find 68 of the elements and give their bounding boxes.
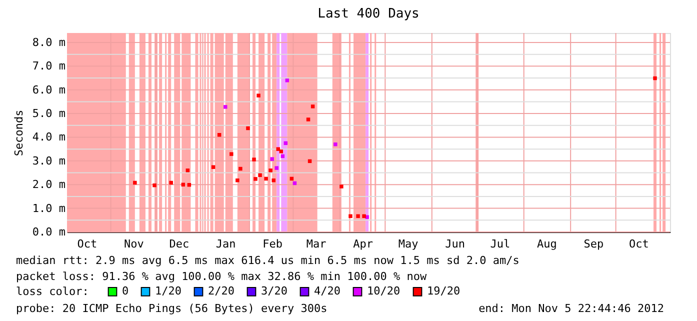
x-tick-label: Jun	[445, 238, 465, 250]
x-tick-label: Oct	[628, 238, 649, 250]
text: probe: 20 ICMP Echo Pings (56 Bytes) every 300s	[16, 302, 328, 315]
y-tick-label: 1.0 m	[32, 202, 66, 215]
text: median rtt: 2.9 ms avg 6.5 ms max 616.4 us min 6.5 ms now 1.5 ms sd 2.0 am/s	[16, 254, 520, 267]
x-tick-label: Aug	[537, 238, 557, 250]
x-tick-label: Feb	[262, 238, 283, 250]
point	[285, 78, 290, 82]
y-tick-label: 3.0 m	[32, 154, 66, 168]
point	[230, 152, 234, 156]
y-tick-label: 0.0 m	[32, 226, 66, 238]
y-axis-title: Seconds	[12, 110, 26, 156]
point	[356, 214, 360, 218]
x-tick-label: Oct	[77, 238, 98, 250]
point	[186, 168, 190, 172]
point	[133, 180, 137, 185]
text: packet loss: 91.36 % avg 100.00 % max 32.86 % min 100.00 % now	[16, 270, 427, 283]
x-tick-label: Dec	[169, 238, 190, 250]
point	[169, 180, 173, 185]
point	[246, 126, 250, 130]
x-tick-label: Apr	[353, 238, 374, 250]
point	[223, 105, 228, 109]
point	[272, 178, 276, 182]
legend-label: 2/20	[208, 284, 234, 298]
legend-label: 0	[122, 284, 129, 298]
x-tick-label: May	[398, 238, 419, 250]
point	[274, 166, 278, 170]
point	[348, 214, 352, 218]
y-tick-label: 5.0 m	[32, 107, 66, 120]
x-tick-label: Nov	[124, 238, 144, 250]
x-tick-label: Jul	[490, 238, 510, 250]
point	[653, 76, 657, 80]
y-tick-label: 8.0 m	[32, 36, 66, 49]
point	[252, 158, 256, 162]
x-tick-label: Sep	[584, 238, 604, 250]
point	[254, 177, 258, 181]
y-tick-label: 7.0 m	[32, 60, 66, 73]
point	[152, 183, 156, 188]
point	[236, 178, 240, 182]
legend-label: 1/20	[155, 284, 182, 298]
y-tick-label: 4.0 m	[32, 130, 66, 144]
point	[264, 176, 268, 181]
point	[365, 215, 369, 219]
legend-label: 3/20	[261, 284, 288, 298]
x-tick-label: Jan	[216, 238, 236, 250]
point	[270, 157, 274, 161]
point	[276, 147, 280, 151]
y-tick-label: 2.0 m	[32, 178, 66, 192]
point	[279, 150, 284, 154]
chart-title: Last 400 Days	[318, 6, 420, 22]
legend-label: 19/20	[427, 284, 460, 298]
text: end: Mon Nov 5 22:44:46 2012	[478, 302, 664, 315]
x-tick-label: Mar	[306, 238, 327, 250]
point	[268, 168, 272, 172]
point	[334, 142, 338, 146]
point	[256, 94, 260, 98]
point	[306, 118, 310, 122]
point	[181, 182, 186, 186]
point	[310, 104, 315, 108]
legend-title: loss color:	[16, 285, 89, 298]
legend-label: 10/20	[367, 284, 400, 298]
point	[340, 184, 344, 188]
legend-label: 4/20	[314, 284, 340, 298]
point	[258, 173, 262, 178]
point	[211, 165, 216, 169]
y-tick-label: 6.0 m	[32, 83, 66, 96]
point	[362, 214, 366, 218]
point	[238, 166, 242, 171]
